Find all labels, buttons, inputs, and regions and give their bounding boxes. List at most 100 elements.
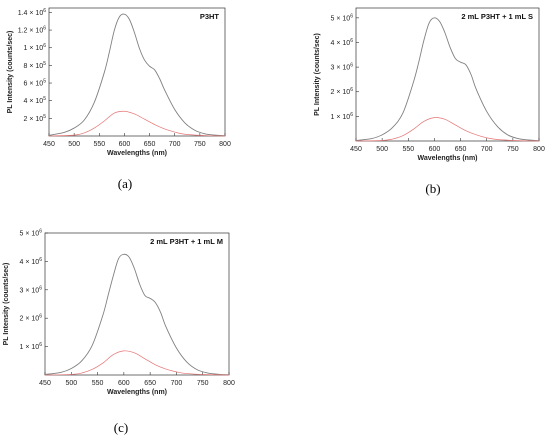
x-tick-label: 600: [118, 380, 130, 387]
x-tick-label: 450: [350, 146, 362, 153]
panel-label-c: (c): [114, 420, 128, 435]
pl-curve-main: [48, 13, 226, 137]
y-tick-exponent: 5: [43, 61, 46, 67]
y-tick-label: 3 × 106: [20, 285, 43, 294]
y-tick-label: 4 × 106: [20, 257, 43, 266]
pl-curve-reference: [44, 350, 230, 376]
y-tick-label: 5 × 106: [20, 229, 43, 238]
y-tick-mantissa: 4 × 10: [20, 259, 40, 266]
y-tick-exponent: 6: [39, 257, 42, 263]
x-axis-title: Wavelengths (nm): [107, 389, 167, 396]
y-tick-label: 3 × 106: [331, 63, 354, 72]
x-tick-label: 800: [219, 141, 231, 148]
y-tick-exponent: 6: [350, 13, 353, 19]
y-tick-mantissa: 4 × 10: [331, 40, 351, 47]
y-axis-title: PL Intensity (counts/sec): [314, 33, 321, 116]
y-tick-exponent: 6: [350, 63, 353, 69]
x-tick-label: 650: [144, 141, 156, 148]
y-tick-exponent: 6: [43, 8, 46, 14]
y-tick-mantissa: 1.2 × 10: [18, 28, 44, 35]
x-tick-label: 600: [429, 146, 441, 153]
y-tick-label: 5 × 106: [331, 13, 354, 22]
x-tick-label: 600: [119, 141, 131, 148]
y-tick-mantissa: 3 × 10: [331, 65, 351, 72]
x-tick-label: 450: [39, 380, 51, 387]
y-tick-label: 1 × 106: [331, 112, 354, 121]
y-tick-mantissa: 6 × 10: [24, 81, 44, 88]
chart-title: 2 mL P3HT + 1 mL M: [150, 237, 223, 246]
x-axis-title: Wavelengths (nm): [417, 155, 477, 162]
y-tick-mantissa: 2 × 10: [20, 316, 40, 323]
y-tick-exponent: 6: [350, 112, 353, 118]
plot-frame: [48, 7, 226, 137]
pl-curve-reference: [48, 110, 226, 137]
y-tick-label: 6 × 105: [24, 79, 47, 88]
x-tick-label: 750: [194, 141, 206, 148]
y-tick-exponent: 5: [43, 79, 46, 85]
y-tick-label: 2 × 106: [20, 314, 43, 323]
y-tick-mantissa: 1 × 10: [20, 344, 40, 351]
y-tick-exponent: 6: [39, 285, 42, 291]
x-tick-label: 550: [402, 146, 414, 153]
y-axis-title: PL Intensity (counts/sec): [7, 31, 14, 114]
y-tick-label: 2 × 106: [331, 87, 354, 96]
pl-curve-main: [44, 253, 230, 376]
y-tick-label: 8 × 105: [24, 61, 47, 70]
y-tick-label: 1.4 × 106: [18, 8, 47, 17]
pl-curve-main: [355, 17, 540, 142]
panel-label-b: (b): [425, 181, 440, 196]
x-tick-label: 800: [533, 146, 545, 153]
y-tick-exponent: 6: [39, 342, 42, 348]
y-tick-label: 4 × 105: [24, 96, 47, 105]
y-tick-exponent: 6: [39, 229, 42, 235]
x-tick-label: 450: [43, 141, 55, 148]
x-tick-label: 550: [92, 380, 104, 387]
y-tick-label: 1 × 106: [24, 43, 47, 52]
x-tick-label: 800: [223, 380, 235, 387]
y-tick-mantissa: 2 × 10: [331, 89, 351, 96]
x-tick-label: 650: [455, 146, 467, 153]
y-tick-mantissa: 3 × 10: [20, 287, 40, 294]
y-tick-exponent: 6: [39, 314, 42, 320]
y-tick-mantissa: 1.4 × 10: [18, 10, 44, 17]
y-tick-mantissa: 5 × 10: [20, 231, 40, 238]
y-tick-exponent: 6: [350, 38, 353, 44]
pl-curve-reference: [355, 117, 540, 142]
x-tick-label: 700: [171, 380, 183, 387]
y-tick-label: 2 × 105: [24, 114, 47, 123]
plot-frame: [355, 7, 540, 142]
y-tick-exponent: 5: [43, 96, 46, 102]
x-tick-label: 750: [507, 146, 519, 153]
x-tick-label: 750: [197, 380, 209, 387]
x-tick-label: 500: [376, 146, 388, 153]
x-tick-label: 500: [68, 141, 80, 148]
y-tick-mantissa: 2 × 10: [24, 116, 44, 123]
y-tick-exponent: 6: [43, 26, 46, 32]
x-tick-label: 700: [481, 146, 493, 153]
y-tick-mantissa: 1 × 10: [24, 45, 44, 52]
x-tick-label: 550: [93, 141, 105, 148]
x-tick-label: 700: [169, 141, 181, 148]
chart-title: 2 mL P3HT + 1 mL S: [461, 12, 533, 21]
x-tick-label: 650: [144, 380, 156, 387]
y-tick-mantissa: 4 × 10: [24, 98, 44, 105]
y-axis-title: PL Intensity (counts/sec): [3, 263, 10, 346]
y-tick-exponent: 5: [43, 114, 46, 120]
x-tick-label: 500: [65, 380, 77, 387]
y-tick-label: 4 × 106: [331, 38, 354, 47]
panel-label-a: (a): [118, 176, 132, 191]
y-tick-mantissa: 1 × 10: [331, 114, 351, 121]
y-tick-label: 1.2 × 106: [18, 26, 47, 35]
y-tick-label: 1 × 106: [20, 342, 43, 351]
chart-title: P3HT: [200, 12, 220, 21]
y-tick-exponent: 6: [43, 43, 46, 49]
y-tick-mantissa: 5 × 10: [331, 15, 351, 22]
y-tick-exponent: 6: [350, 87, 353, 93]
